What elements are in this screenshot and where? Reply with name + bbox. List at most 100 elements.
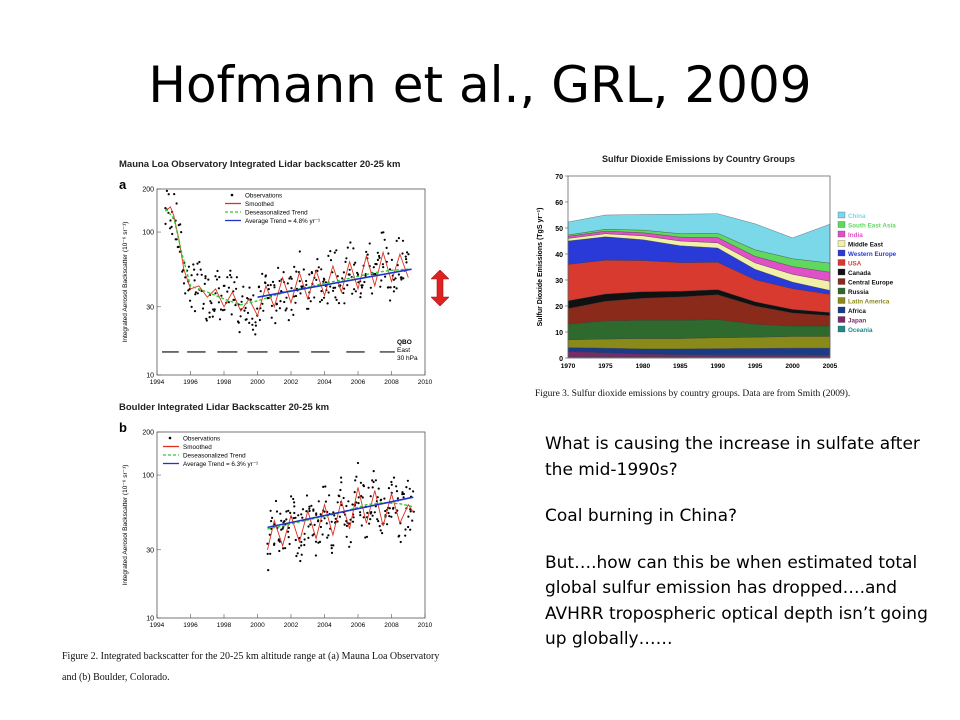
observation-point bbox=[322, 485, 325, 488]
observation-point bbox=[392, 278, 395, 281]
observation-point bbox=[349, 241, 352, 244]
observation-point bbox=[342, 496, 345, 500]
observation-point bbox=[315, 513, 318, 516]
observation-point bbox=[355, 501, 358, 504]
observation-point bbox=[322, 296, 326, 299]
observation-point bbox=[371, 486, 374, 489]
observation-point bbox=[369, 286, 372, 289]
observation-point bbox=[324, 485, 327, 488]
observation-point bbox=[296, 552, 299, 555]
observation-point bbox=[402, 492, 405, 496]
observation-point bbox=[244, 306, 247, 310]
observation-point bbox=[214, 292, 217, 295]
chart-title: Mauna Loa Observatory Integrated Lidar b… bbox=[119, 159, 400, 170]
observation-point bbox=[349, 541, 352, 544]
observation-point bbox=[354, 290, 357, 293]
observation-point bbox=[364, 274, 367, 277]
smoothed-line bbox=[165, 206, 409, 317]
observation-point bbox=[267, 288, 270, 291]
observation-point bbox=[368, 522, 371, 525]
observation-point bbox=[390, 483, 393, 486]
observation-point bbox=[278, 540, 281, 543]
observation-point bbox=[258, 318, 261, 322]
observation-point bbox=[215, 278, 219, 281]
observation-point bbox=[345, 535, 348, 538]
legend-label: Smoothed bbox=[183, 444, 212, 451]
fig2-caption-line2: and (b) Boulder, Colorado. bbox=[62, 671, 170, 683]
observation-point bbox=[204, 275, 207, 278]
observation-point bbox=[359, 292, 362, 295]
observation-point bbox=[376, 518, 379, 521]
x-tick-label: 2010 bbox=[418, 379, 433, 386]
observation-point bbox=[193, 279, 196, 282]
observation-point bbox=[407, 253, 410, 256]
observation-point bbox=[302, 268, 305, 271]
legend-swatch bbox=[837, 287, 846, 295]
observation-point bbox=[217, 301, 220, 304]
legend-marker bbox=[168, 436, 172, 440]
fig2-caption: Figure 2. Integrated backscatter for the… bbox=[62, 650, 522, 684]
observation-point bbox=[294, 516, 297, 519]
observation-point bbox=[338, 515, 341, 518]
observation-point bbox=[345, 257, 348, 260]
observation-point bbox=[363, 280, 366, 284]
y-tick-label: 70 bbox=[555, 174, 563, 181]
observation-point bbox=[207, 278, 210, 281]
legend-label: Deseasonalized Trend bbox=[183, 452, 246, 459]
observation-point bbox=[285, 518, 288, 521]
legend-swatch bbox=[837, 211, 846, 219]
legend-swatch bbox=[837, 278, 846, 285]
observation-point bbox=[305, 279, 308, 283]
observation-point bbox=[223, 308, 226, 311]
boulder-chart: Boulder Integrated Lidar Backscatter 20-… bbox=[119, 402, 433, 629]
observation-point bbox=[376, 496, 379, 499]
observation-point bbox=[309, 300, 312, 303]
observation-point bbox=[300, 553, 303, 556]
observation-point bbox=[395, 239, 398, 242]
y-axis-label: Integrated Aerosol Backscatter (10⁻⁶ sr⁻… bbox=[122, 465, 129, 586]
observation-point bbox=[388, 507, 391, 510]
observation-point bbox=[208, 316, 211, 319]
observation-point bbox=[307, 307, 310, 310]
observation-point bbox=[187, 265, 190, 268]
observation-point bbox=[270, 520, 273, 523]
observation-point bbox=[340, 476, 343, 479]
observation-point bbox=[242, 285, 245, 288]
observation-point bbox=[196, 273, 199, 276]
observation-point bbox=[362, 485, 365, 488]
observation-point bbox=[218, 276, 221, 279]
legend-label: Middle East bbox=[848, 242, 884, 249]
observation-point bbox=[211, 315, 214, 318]
observation-point bbox=[286, 282, 289, 285]
observation-point bbox=[323, 510, 326, 513]
observation-point bbox=[389, 299, 392, 302]
qbo-annotation: East bbox=[397, 347, 410, 354]
observation-point bbox=[357, 502, 360, 505]
observation-point bbox=[357, 496, 360, 499]
observation-point bbox=[348, 273, 351, 276]
observation-point bbox=[370, 511, 373, 514]
observation-point bbox=[327, 534, 330, 537]
observation-point bbox=[343, 302, 346, 305]
observation-point bbox=[326, 536, 329, 539]
observation-point bbox=[348, 545, 351, 548]
observation-point bbox=[290, 277, 293, 280]
observation-point bbox=[269, 552, 272, 555]
qbo-annotation: QBO bbox=[397, 339, 412, 346]
observation-point bbox=[384, 509, 387, 513]
observation-point bbox=[387, 511, 390, 515]
observation-point bbox=[327, 254, 330, 257]
observation-point bbox=[371, 514, 374, 517]
observation-point bbox=[289, 511, 292, 514]
observation-point bbox=[280, 519, 283, 522]
observation-point bbox=[287, 509, 290, 512]
observation-point bbox=[249, 298, 252, 301]
observation-point bbox=[273, 284, 276, 287]
observation-point bbox=[199, 268, 202, 271]
observation-point bbox=[305, 510, 308, 513]
observation-point bbox=[317, 500, 320, 503]
observation-point bbox=[388, 515, 391, 518]
observation-point bbox=[330, 551, 334, 554]
observation-point bbox=[266, 552, 269, 555]
observation-point bbox=[319, 525, 322, 529]
